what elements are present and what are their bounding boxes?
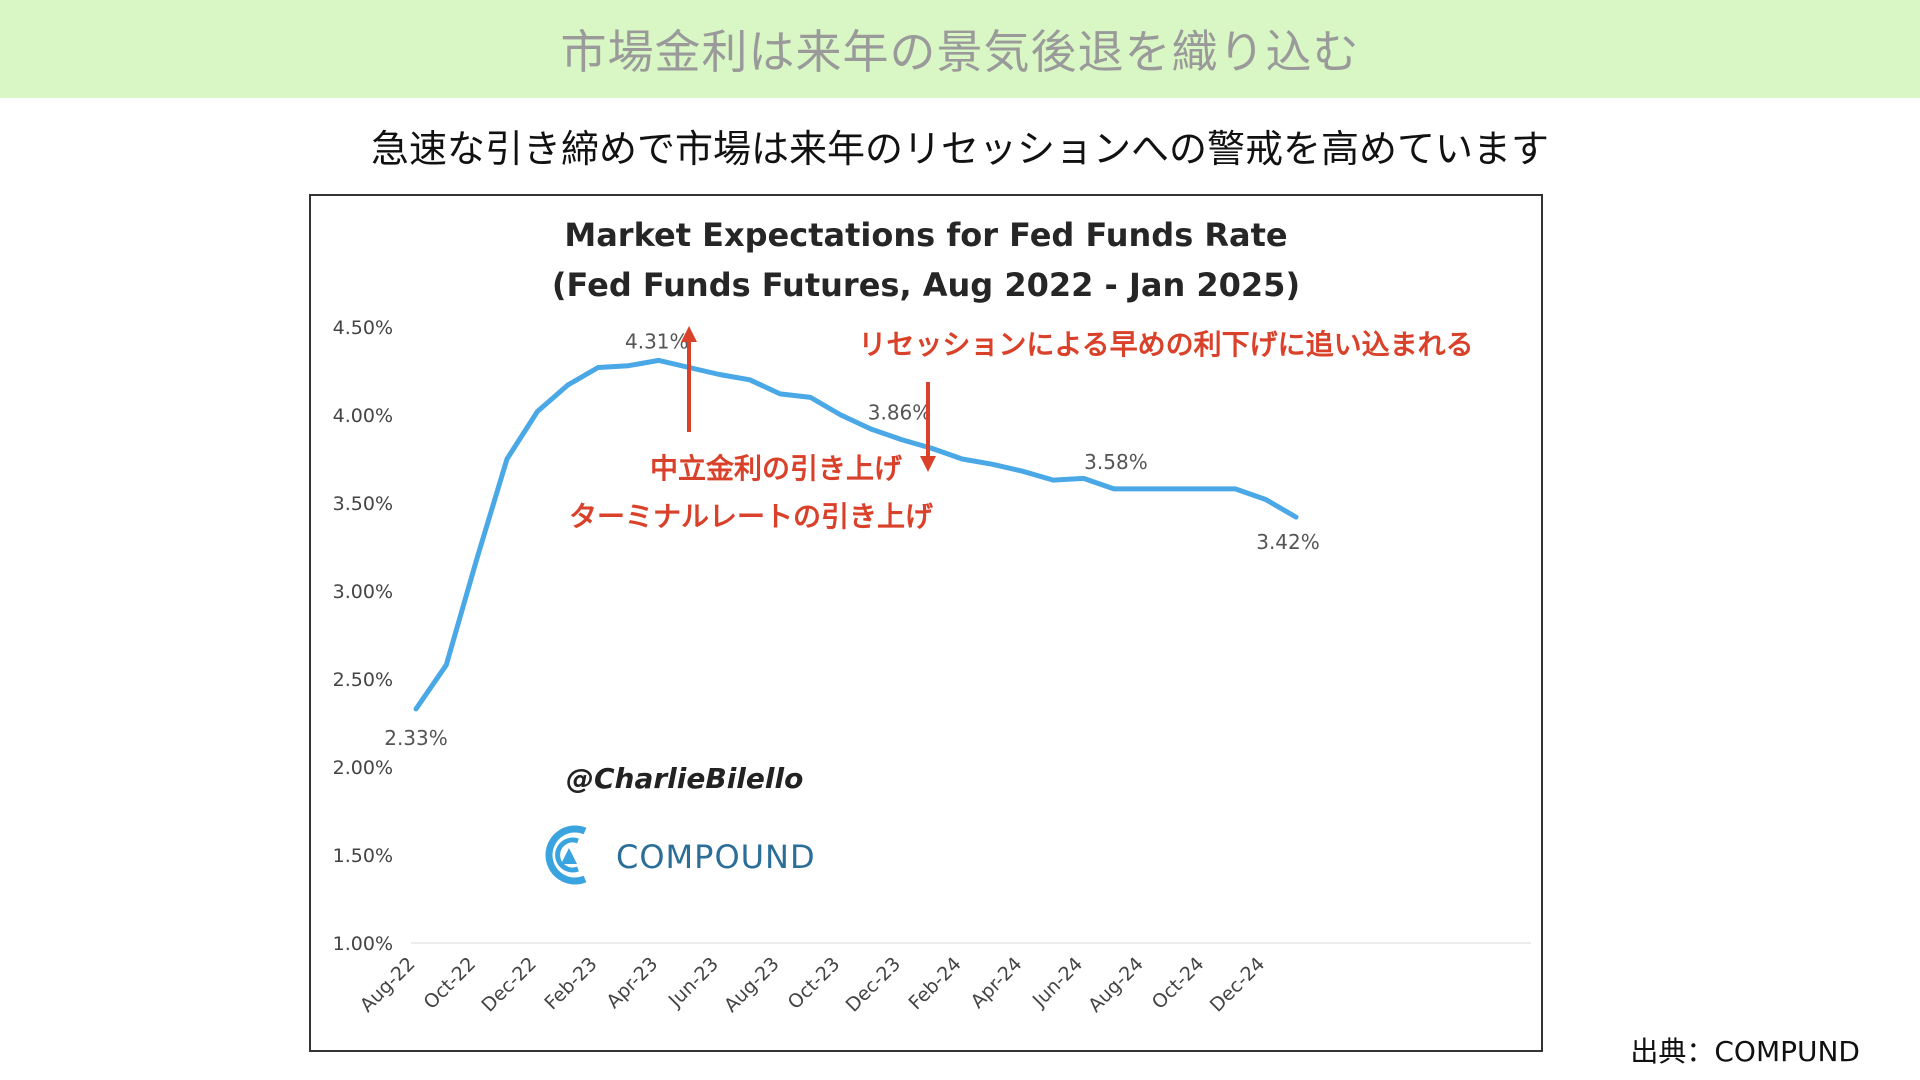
y-tick-label: 2.00% [333,757,393,779]
y-tick-label: 3.50% [333,493,393,515]
header-banner: 市場金利は来年の景気後退を織り込む [0,0,1920,98]
watermark: @CharlieBilello [566,762,803,795]
y-tick-label: 4.50% [333,317,393,339]
source-note: 出典：COMPUND [1630,1035,1860,1068]
x-tick-label: Jun-23 [664,953,723,1012]
fed-funds-chart: Market Expectations for Fed Funds Rate (… [333,216,1531,1017]
chart-frame: Market Expectations for Fed Funds Rate (… [309,194,1543,1052]
annotation-rise-2: ターミナルレートの引き上げ [569,500,934,533]
data-label: 3.86% [868,401,932,425]
data-labels: 2.33% 4.31% 3.86% 3.58% 3.42% [384,329,1320,749]
x-tick-label: Oct-22 [419,953,480,1014]
y-tick-label: 4.00% [333,405,393,427]
y-tick-label: 2.50% [333,669,393,691]
series-line [413,357,1299,712]
x-tick-label: Aug-23 [720,953,784,1017]
compound-logo: COMPOUND [545,825,816,885]
x-tick-label: Feb-23 [540,953,601,1014]
x-tick-label: Apr-23 [602,953,662,1013]
annotations: 中立金利の引き上げ ターミナルレートの引き上げ リセッションによる早めの利下げに… [569,326,1474,533]
data-label: 3.58% [1084,450,1148,474]
annotation-fall: リセッションによる早めの利下げに追い込まれる [858,328,1473,361]
up-arrow-head [681,326,697,342]
page-title: 市場金利は来年の景気後退を織り込む [560,25,1360,79]
data-label: 4.31% [625,329,689,353]
down-arrow-head [920,456,936,472]
x-tick-label: Dec-22 [477,953,541,1017]
x-tick-label: Aug-24 [1084,953,1148,1017]
x-tick-label: Dec-23 [842,953,906,1017]
y-axis: 4.50% 4.00% 3.50% 3.00% 2.50% 2.00% 1.50% 1.00% [333,317,393,955]
data-label: 3.42% [1256,530,1320,554]
chart-subtitle: (Fed Funds Futures, Aug 2022 - Jan 2025) [552,266,1300,304]
y-tick-label: 3.00% [333,581,393,603]
x-tick-label: Dec-24 [1206,953,1270,1017]
x-tick-label: Oct-23 [784,953,845,1014]
x-tick-label: Jun-24 [1028,953,1087,1012]
y-tick-label: 1.50% [333,845,393,867]
data-label: 2.33% [384,726,448,750]
annotation-rise-1: 中立金利の引き上げ [650,452,903,485]
x-tick-label: Oct-24 [1148,953,1209,1014]
x-tick-label: Feb-24 [904,953,965,1014]
x-tick-label: Aug-22 [356,953,420,1017]
x-tick-label: Apr-24 [967,953,1027,1013]
compound-logo-text: COMPOUND [616,838,816,876]
y-tick-label: 1.00% [333,933,393,955]
plot-area [413,357,1299,712]
compound-logo-icon [545,825,587,885]
page-subtitle: 急速な引き締めで市場は来年のリセッションへの警戒を高めています [370,127,1549,171]
chart-title: Market Expectations for Fed Funds Rate [564,216,1287,254]
